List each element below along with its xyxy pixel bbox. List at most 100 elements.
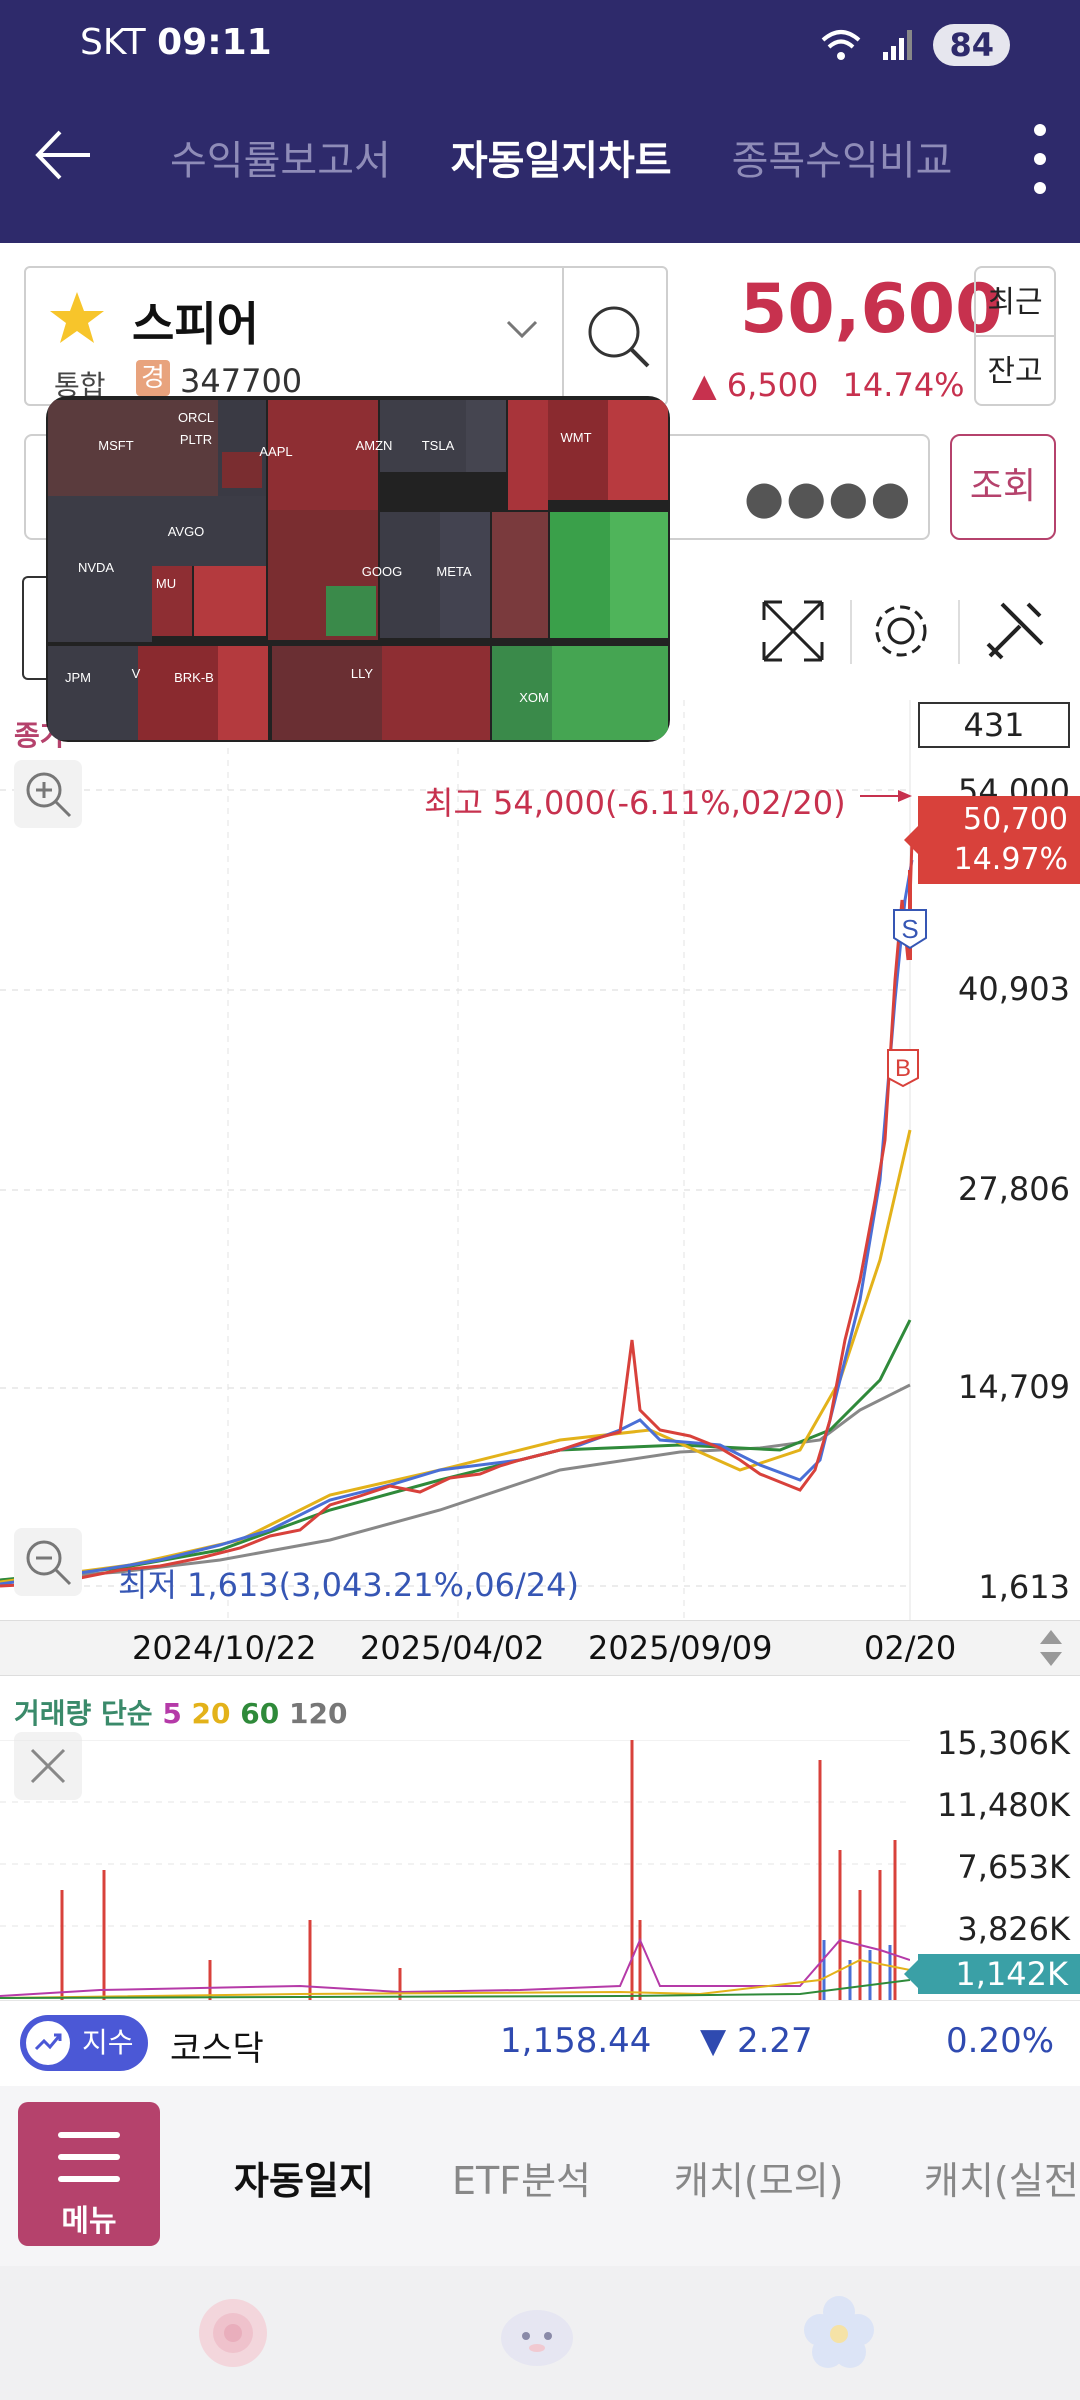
heatmap-ticker: XOM xyxy=(519,690,549,705)
ma5-line xyxy=(0,859,914,1586)
gear-icon[interactable] xyxy=(866,596,936,666)
recent-button[interactable]: 최근 xyxy=(976,268,1054,337)
volume-title-prefix: 거래량 단순 xyxy=(14,1697,153,1730)
status-icons: 84 xyxy=(819,24,1010,66)
index-pill-label: 지수 xyxy=(82,2026,134,2059)
ma120-line xyxy=(0,1383,911,1582)
menu-item-etf-analysis[interactable]: ETF분석 xyxy=(452,2159,591,2203)
tab-auto-journal-chart[interactable]: 자동일지차트 xyxy=(450,138,672,184)
heatmap-ticker: AMZN xyxy=(356,438,393,453)
tools-icon[interactable] xyxy=(980,596,1050,666)
ma20-label: 20 xyxy=(191,1697,231,1730)
y-tick: 14,709 xyxy=(958,1368,1070,1406)
scroll-arrows-icon[interactable] xyxy=(1036,1626,1066,1670)
fullscreen-icon[interactable] xyxy=(758,596,828,666)
index-ticker[interactable]: 지수 코스닥 1,158.44 ▼ 2.27 0.20% xyxy=(0,2000,1080,2086)
last-price-badge: 50,700 14.97% xyxy=(904,796,1080,884)
heatmap-ticker: TSLA xyxy=(422,438,455,453)
heatmap-ticker: MSFT xyxy=(98,438,133,453)
price-change: ▲ 6,500 14.74% xyxy=(692,366,965,404)
heatmap-ticker: PLTR xyxy=(180,432,212,447)
bottom-menu: 메뉴 자동일지 ETF분석 캐치(모의) 캐치(실전) xyxy=(0,2086,1080,2266)
ma120-label: 120 xyxy=(288,1697,348,1730)
hamburger-icon xyxy=(58,2132,120,2182)
ma60-line xyxy=(0,1319,912,1582)
change-amount: 6,500 xyxy=(726,366,819,404)
svg-text:S: S xyxy=(901,914,918,944)
buy-marker[interactable]: B xyxy=(887,1049,919,1088)
sell-marker[interactable]: S xyxy=(893,909,927,950)
volume-y-tick: 3,826K xyxy=(957,1910,1070,1948)
svg-text:B: B xyxy=(895,1055,911,1082)
period-selector[interactable] xyxy=(22,576,62,680)
close-volume-button[interactable] xyxy=(14,1732,82,1800)
price-line xyxy=(0,839,914,1588)
bottom-navigation-bar xyxy=(0,2266,1080,2400)
x-tick: 02/20 xyxy=(864,1629,957,1667)
menu-item-catch-real[interactable]: 캐치(실전) xyxy=(924,2159,1080,2203)
menu-button[interactable]: 메뉴 xyxy=(18,2102,160,2246)
toolbar-divider xyxy=(958,600,960,664)
menu-item-auto-journal[interactable]: 자동일지 xyxy=(234,2159,374,2203)
zoom-in-button[interactable] xyxy=(14,760,82,828)
close-icon xyxy=(30,1748,66,1784)
app-header: SKT 09:11 84 수익률보고서 자동일지차트 종목수익비교 xyxy=(0,0,1080,243)
volume-y-tick: 15,306K xyxy=(937,1724,1070,1762)
x-tick: 2024/10/22 xyxy=(132,1629,317,1667)
y-tick: 1,613 xyxy=(978,1568,1070,1606)
stock-selector[interactable]: 스피어 통합 경 347700 xyxy=(24,266,668,406)
volume-title: 거래량 단순 5 20 60 120 xyxy=(14,1692,347,1732)
heatmap-ticker: V xyxy=(132,666,141,681)
index-change: ▼ 2.27 xyxy=(700,2021,813,2061)
ma20-line xyxy=(0,1129,912,1584)
x-tick: 2025/09/09 xyxy=(588,1629,773,1667)
high-annotation: 최고 54,000(-6.11%,02/20) xyxy=(424,784,846,822)
star-icon[interactable] xyxy=(46,288,108,350)
stock-name: 스피어 xyxy=(132,297,259,351)
index-pill[interactable]: 지수 xyxy=(20,2015,148,2071)
x-tick: 2025/04/02 xyxy=(360,1629,545,1667)
zoom-out-button[interactable] xyxy=(14,1528,82,1596)
heatmap-ticker: META xyxy=(436,564,471,579)
volume-ma60-line xyxy=(0,1979,910,1999)
zoom-in-icon xyxy=(26,772,72,818)
last-price: 50,700 xyxy=(963,802,1068,837)
status-bar: SKT 09:11 xyxy=(80,22,272,63)
signal-icon xyxy=(883,30,913,60)
flower-icon[interactable] xyxy=(796,2290,882,2376)
rose-icon[interactable] xyxy=(190,2290,276,2376)
heatmap-ticker: NVDA xyxy=(78,560,114,575)
carrier: SKT xyxy=(80,22,146,63)
current-price: 50,600 xyxy=(740,270,1003,349)
recent-balance-toggle: 최근 잔고 xyxy=(974,266,1056,406)
zoom-out-icon xyxy=(26,1540,72,1586)
market-heatmap-overlay[interactable]: MSFT ORCL PLTR AAPL AMZN TSLA WMT NVDA A… xyxy=(46,396,670,742)
tab-stock-compare[interactable]: 종목수익비교 xyxy=(731,138,953,184)
tab-returns-report[interactable]: 수익률보고서 xyxy=(170,138,391,184)
x-axis[interactable]: 2024/10/22 2025/04/02 2025/09/09 02/20 xyxy=(0,1620,1080,1676)
last-percent: 14.97% xyxy=(953,842,1068,877)
more-options-icon[interactable] xyxy=(1030,124,1050,194)
heatmap-ticker: GOOG xyxy=(362,564,402,579)
price-chart[interactable]: S B xyxy=(0,700,1080,1620)
nav-tabs: 수익률보고서 자동일지차트 종목수익비교 xyxy=(170,128,952,186)
toolbar-divider xyxy=(850,600,852,664)
warning-badge: 경 xyxy=(136,360,170,396)
character-icon[interactable] xyxy=(494,2294,580,2374)
ma60-label: 60 xyxy=(240,1697,280,1730)
balance-button[interactable]: 잔고 xyxy=(987,354,1043,389)
y-tick: 40,903 xyxy=(958,970,1070,1008)
period-count-badge[interactable]: 431 xyxy=(918,702,1070,748)
change-percent: 14.74% xyxy=(842,366,965,404)
volume-ma20-line xyxy=(0,1958,910,1999)
battery-indicator: 84 xyxy=(933,24,1010,66)
back-arrow-icon[interactable] xyxy=(30,120,100,190)
chevron-down-icon[interactable] xyxy=(506,320,538,340)
trend-icon xyxy=(26,2021,70,2065)
query-button[interactable]: 조회 xyxy=(950,434,1056,540)
heatmap-ticker: MU xyxy=(156,576,176,591)
volume-chart[interactable] xyxy=(0,1740,910,2000)
index-percent: 0.20% xyxy=(946,2021,1055,2061)
search-button[interactable] xyxy=(562,268,668,406)
menu-item-catch-mock[interactable]: 캐치(모의) xyxy=(674,2159,844,2203)
